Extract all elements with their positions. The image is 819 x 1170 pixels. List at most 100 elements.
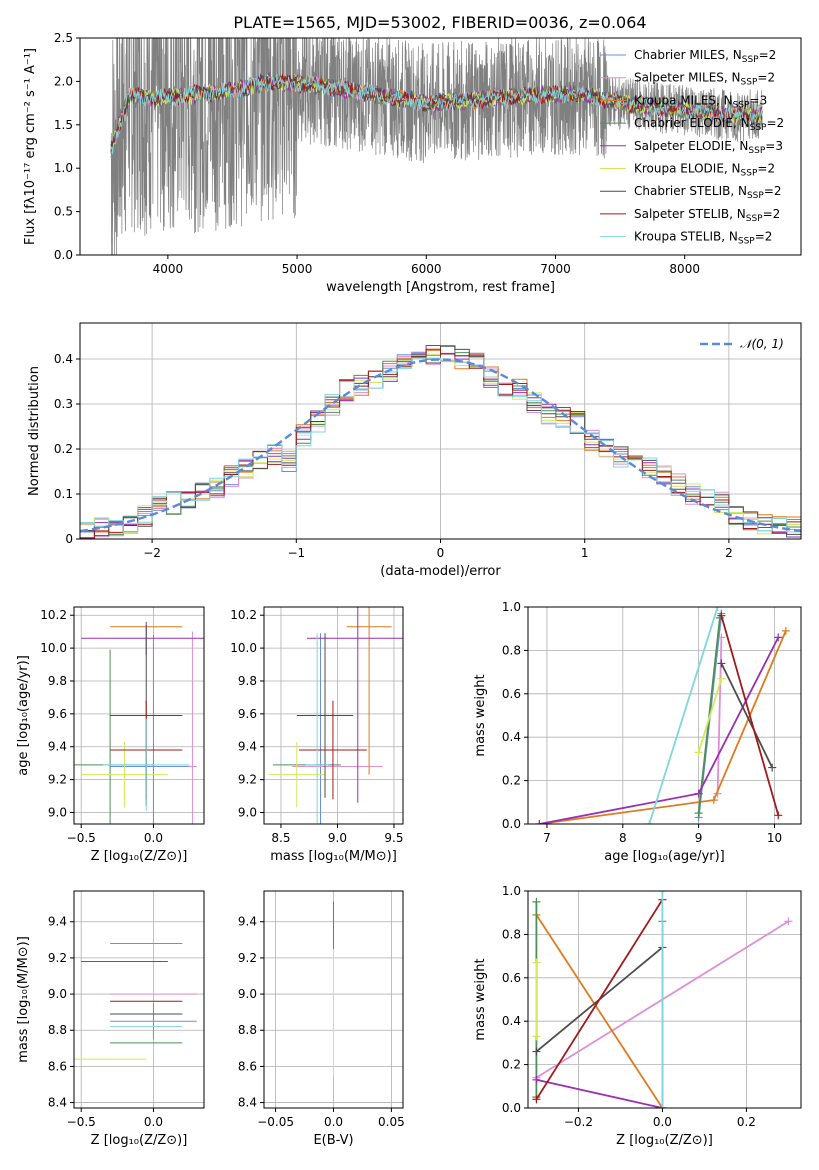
weight-point-marker: [717, 633, 726, 642]
y-axis-label: mass weight: [473, 674, 488, 756]
y-axis-label: age [log₁₀(age/yr)]: [16, 655, 31, 776]
y-tick-label: 0.6: [502, 971, 521, 985]
y-tick-label: 9.0: [48, 987, 67, 1001]
x-tick-label: 5000: [282, 262, 313, 276]
y-tick-label: 9.2: [238, 773, 257, 787]
y-tick-label: 9.2: [238, 951, 257, 965]
y-tick-label: 0.2: [502, 774, 521, 788]
legend-entry: Kroupa STELIB, NSSP=2: [634, 230, 772, 247]
x-tick-label: −0.5: [67, 831, 96, 845]
x-axis-label: age [log₁₀(age/yr)]: [604, 849, 725, 864]
y-tick-label: 0.6: [502, 687, 521, 701]
y-axis-label: mass weight: [473, 958, 488, 1040]
x-axis-label: mass [log₁₀(M/M⊙)]: [270, 849, 397, 864]
weight-line-salpeter-stelib: [535, 899, 664, 1100]
weight-point-marker: [774, 811, 783, 820]
x-axis-label: Z [log₁₀(Z/Z⊙)]: [616, 1133, 713, 1148]
x-tick-label: −0.2: [564, 1115, 593, 1129]
residual-histogram-7: [80, 348, 801, 539]
x-tick-label: 1: [581, 546, 589, 560]
y-tick-label: 9.0: [48, 805, 67, 819]
y-tick-label: 2.0: [54, 74, 73, 88]
y-tick-label: 0.0: [502, 817, 521, 831]
y-tick-label: 8.6: [48, 1059, 67, 1073]
weight-point-marker: [694, 789, 703, 798]
weight-point-marker: [784, 917, 793, 926]
x-tick-label: −2: [143, 546, 161, 560]
y-tick-label: 9.2: [48, 773, 67, 787]
x-tick-label: 8000: [669, 262, 700, 276]
y-tick-label: 8.4: [48, 1096, 67, 1110]
panel-spectrum: Chabrier MILES, NSSP=2 Salpeter MILES, NS…: [23, 31, 802, 295]
weight-point-marker: [532, 1075, 541, 1084]
weight-point-marker: [532, 897, 541, 906]
x-tick-label: 0.0: [653, 1115, 672, 1129]
y-tick-label: 9.8: [48, 674, 67, 688]
residual-histogram-8: [80, 357, 801, 534]
x-tick-label: −0.05: [257, 1115, 294, 1129]
x-axis-label: Z [log₁₀(Z/Z⊙)]: [91, 1133, 188, 1148]
y-tick-label: 8.6: [238, 1059, 257, 1073]
weight-line-chabrier-stelib: [720, 663, 774, 768]
x-tick-label: 7: [543, 831, 551, 845]
x-tick-label: 0.2: [737, 1115, 756, 1129]
x-tick-label: −0.5: [67, 1115, 96, 1129]
figure-title: PLATE=1565, MJD=53002, FIBERID=0036, z=0…: [233, 13, 646, 32]
y-tick-label: 0.4: [54, 352, 73, 366]
weight-point-marker: [532, 958, 541, 967]
x-tick-label: 0.0: [144, 831, 163, 845]
y-tick-label: 0: [65, 532, 73, 546]
legend-entry: Chabrier STELIB, NSSP=2: [634, 184, 782, 201]
weight-point-marker: [532, 1095, 541, 1104]
weight-point-marker: [694, 748, 703, 757]
y-tick-label: 10.2: [40, 608, 67, 622]
y-tick-label: 9.8: [238, 674, 257, 688]
y-tick-label: 0.8: [502, 927, 521, 941]
plot-area-spectrum: [110, 38, 763, 255]
y-tick-label: 9.6: [238, 707, 257, 721]
y-tick-label: 1.0: [54, 161, 73, 175]
model-spectrum-8: [110, 74, 763, 155]
x-axis-label: E(B-V): [313, 1133, 353, 1148]
y-tick-label: 1.5: [54, 118, 73, 132]
panel-age_vs_mass: 8.5 9.0 9.5 9.0 9.2 9.4 9.6 9.8 10.0 10.2 mass [lo…: [230, 606, 404, 864]
y-tick-label: 9.4: [238, 740, 257, 754]
weight-point-marker: [713, 607, 722, 611]
y-tick-label: 9.0: [238, 987, 257, 1001]
x-tick-label: 4000: [153, 262, 184, 276]
y-tick-label: 9.0: [238, 805, 257, 819]
panel-age_vs_Z: −0.5 0.0 9.0 9.2 9.4 9.6 9.8 10.0 10.2 Z [log₁₀(Z…: [16, 606, 205, 864]
x-tick-label: 0.05: [378, 1115, 405, 1129]
y-tick-label: 10.0: [230, 641, 257, 655]
axes-frame: [263, 606, 404, 825]
y-tick-label: 0.3: [54, 397, 73, 411]
axes-frame: [527, 606, 802, 825]
x-tick-label: 10: [767, 831, 782, 845]
y-tick-label: 9.2: [48, 951, 67, 965]
gaussian-reference-curve: [80, 358, 801, 533]
legend-entry: Chabrier ELODIE, NSSP=2: [634, 116, 784, 133]
weight-point-marker: [694, 809, 703, 818]
y-axis-label: mass [log₁₀(M/M⊙)]: [16, 936, 31, 1063]
y-tick-label: 1.0: [502, 884, 521, 898]
plot-area-weight_vs_age: [535, 607, 790, 824]
y-axis-label: Flux [fλ10⁻¹⁷ erg cm⁻² s⁻¹ A⁻¹]: [23, 48, 38, 245]
x-tick-label: 7000: [540, 262, 571, 276]
y-tick-label: 9.4: [48, 915, 67, 929]
weight-point-marker: [781, 626, 790, 635]
plot-area-residuals: [80, 345, 801, 539]
y-tick-label: 2.5: [54, 31, 73, 45]
weight-point-marker: [717, 659, 726, 668]
legend-entry: 𝒩(0, 1): [740, 337, 784, 351]
weight-point-marker: [658, 1104, 667, 1108]
axes-frame: [79, 37, 802, 256]
y-axis-label: Normed distribution: [27, 366, 42, 496]
observed-spectrum: [110, 38, 763, 255]
legend-entry: Chabrier MILES, NSSP=2: [634, 48, 776, 65]
legend-entry: Salpeter ELODIE, NSSP=3: [634, 139, 783, 156]
x-tick-label: 0.0: [144, 1115, 163, 1129]
y-tick-label: 0.4: [502, 1014, 521, 1028]
plot-area-age_vs_Z: [74, 621, 204, 824]
y-tick-label: 8.8: [48, 1023, 67, 1037]
